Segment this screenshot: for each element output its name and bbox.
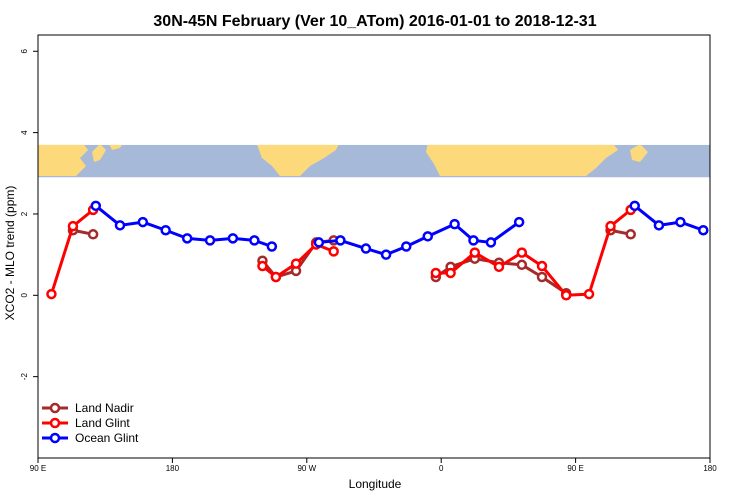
data-point [313, 237, 325, 248]
data-point [90, 200, 102, 212]
data-point [516, 247, 528, 258]
data-point [380, 249, 392, 260]
data-point [445, 267, 456, 279]
plot-frame [37, 34, 711, 459]
y-tick-label: 6 [20, 48, 29, 53]
x-tick-label: 0 [439, 464, 444, 473]
data-point [249, 235, 260, 246]
legend-label: Land Nadir [75, 401, 134, 415]
data-point [560, 290, 572, 301]
map-land [630, 144, 648, 162]
y-axis-label: XCO2 - MLO trend (ppm) [3, 186, 17, 321]
legend-marker [49, 432, 61, 444]
data-point [67, 220, 79, 232]
data-point [605, 220, 616, 232]
y-tick-label: 0 [20, 293, 29, 298]
x-axis: 90 E 180 90 W 0 90 E 180 [30, 458, 717, 473]
data-point [468, 235, 479, 246]
map-land [109, 144, 123, 150]
data-point [137, 216, 149, 228]
y-tick-label: -2 [20, 373, 29, 381]
data-point [227, 233, 239, 244]
data-point [270, 271, 282, 283]
map-land [92, 144, 106, 162]
data-point [46, 288, 57, 300]
y-tick-label: 2 [20, 211, 29, 216]
data-point [422, 231, 434, 242]
series-ocean-glint [90, 200, 709, 260]
data-point [536, 260, 548, 272]
data-point [675, 216, 686, 228]
data-point [516, 259, 528, 271]
data-point [87, 229, 99, 240]
y-axis: -2 0 2 4 6 [20, 48, 38, 380]
data-point [266, 241, 278, 252]
data-point [257, 260, 268, 272]
x-tick-label: 180 [703, 464, 717, 473]
data-point [536, 271, 548, 283]
series-line [435, 208, 632, 297]
data-point [204, 235, 216, 246]
x-axis-label: Longitude [349, 477, 402, 491]
data-point [160, 224, 171, 236]
data-point [629, 200, 640, 212]
data-point [449, 218, 460, 230]
legend-marker [49, 402, 61, 414]
series-land-nadir [67, 224, 636, 299]
data-point [114, 220, 126, 231]
y-tick-label: 4 [20, 130, 29, 135]
series-layer [46, 200, 709, 301]
x-tick-label: 180 [166, 464, 180, 473]
legend-label: Ocean Glint [75, 431, 139, 445]
data-point [401, 241, 412, 252]
world-map-band [38, 144, 710, 178]
series-line [633, 204, 704, 232]
x-tick-label: 90 E [567, 464, 583, 473]
data-point [469, 247, 481, 258]
data-point [360, 243, 372, 254]
chart-title: 30N-45N February (Ver 10_ATom) 2016-01-0… [153, 13, 596, 30]
data-point [513, 216, 525, 228]
x-tick-label: 90 W [297, 464, 316, 473]
data-point [493, 261, 505, 273]
data-point [698, 224, 709, 236]
series-land-glint [46, 204, 636, 301]
data-point [335, 235, 346, 246]
map-land [426, 144, 618, 176]
data-point [430, 267, 442, 279]
legend-marker [49, 417, 61, 429]
map-land [257, 144, 339, 176]
data-point [653, 220, 665, 231]
data-point [625, 229, 636, 240]
series-line [318, 220, 521, 257]
map-land [38, 144, 88, 176]
x-tick-label: 90 E [30, 464, 46, 473]
data-point [181, 233, 193, 244]
data-point [485, 237, 497, 248]
legend-label: Land Glint [75, 416, 130, 430]
data-point [290, 258, 302, 269]
data-point [583, 288, 595, 300]
data-point [328, 246, 339, 257]
